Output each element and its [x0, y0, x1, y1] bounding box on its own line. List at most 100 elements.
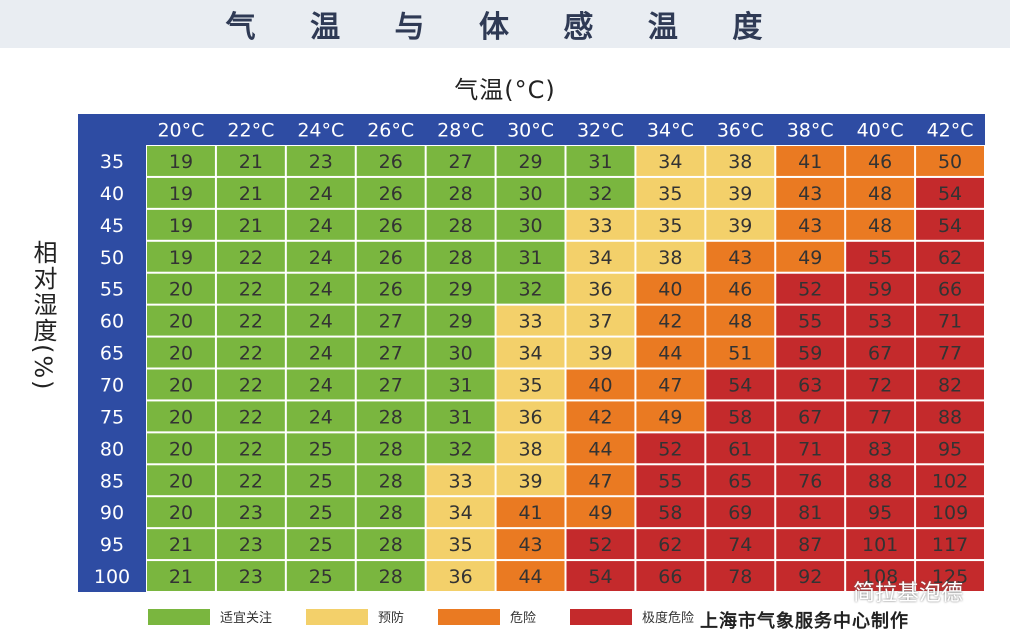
heat-cell: [846, 465, 915, 496]
heat-cell: [426, 337, 495, 368]
heat-cell: [916, 369, 984, 400]
cell-value: 44: [658, 343, 682, 365]
heat-cell: [776, 529, 845, 560]
cell-value: 66: [658, 566, 682, 588]
heat-cell: [426, 369, 495, 400]
cell-value: 34: [449, 502, 473, 524]
cell-value: 20: [169, 470, 193, 492]
heat-cell: [776, 305, 845, 336]
cell-value: 38: [728, 151, 752, 173]
cell-value: 59: [868, 279, 892, 301]
heat-cell: [566, 433, 635, 464]
cell-value: 54: [588, 566, 612, 588]
cell-value: 33: [518, 311, 542, 333]
cell-value: 77: [868, 406, 892, 428]
heat-cell: [776, 273, 845, 304]
cell-value: 62: [658, 534, 682, 556]
heat-cell: [846, 401, 915, 432]
heat-cell: [706, 497, 775, 528]
cell-value: 29: [449, 311, 473, 333]
cell-value: 55: [868, 247, 892, 269]
heat-cell: [706, 241, 775, 272]
cell-value: 77: [938, 343, 962, 365]
cell-value: 55: [798, 311, 822, 333]
x-axis-label: 气温(°C): [454, 76, 556, 104]
row-header: 90: [100, 502, 124, 524]
heat-cell: [706, 465, 775, 496]
heat-cell: [286, 497, 355, 528]
cell-value: 34: [658, 151, 682, 173]
cell-value: 21: [239, 215, 263, 237]
heat-cell: [216, 369, 285, 400]
cell-value: 28: [379, 406, 403, 428]
cell-value: 26: [379, 151, 403, 173]
heat-cell: [216, 241, 285, 272]
legend-swatch: [438, 608, 501, 625]
row-header: 65: [100, 343, 124, 365]
heat-cell: [147, 465, 215, 496]
cell-value: 27: [449, 151, 473, 173]
cell-value: 19: [169, 247, 193, 269]
row-header: 40: [100, 183, 124, 205]
heat-cell: [286, 369, 355, 400]
cell-value: 26: [379, 247, 403, 269]
cell-value: 47: [658, 374, 682, 396]
legend-item-level0: 适宜关注: [148, 607, 272, 626]
heat-cell: [356, 529, 425, 560]
cell-value: 35: [518, 374, 542, 396]
heat-cell: [846, 337, 915, 368]
cell-value: 125: [932, 566, 968, 588]
heat-cell: [426, 433, 495, 464]
heat-cell: [286, 401, 355, 432]
heat-cell: [147, 369, 215, 400]
cell-value: 19: [169, 183, 193, 205]
heat-cell: [286, 305, 355, 336]
legend-item-level3: 极度危险: [570, 607, 694, 626]
legend: 适宜关注 预防 危险 极度危险: [148, 607, 728, 626]
heat-cell: [706, 146, 775, 176]
y-axis-label: 相对湿度(%): [29, 240, 57, 392]
cell-value: 71: [938, 311, 962, 333]
column-header: 30°C: [507, 120, 554, 142]
cell-value: 108: [862, 566, 898, 588]
heat-cell: [566, 305, 635, 336]
cell-value: 48: [728, 311, 752, 333]
heat-cell: [706, 433, 775, 464]
column-header: 36°C: [717, 120, 764, 142]
heat-cell: [776, 241, 845, 272]
cell-value: 39: [518, 470, 542, 492]
heat-cell: [776, 209, 845, 240]
cell-value: 36: [449, 566, 473, 588]
cell-value: 67: [798, 406, 822, 428]
cell-value: 88: [868, 470, 892, 492]
column-header: 26°C: [367, 120, 414, 142]
legend-label: 适宜关注: [220, 611, 273, 626]
heat-cell: [636, 146, 705, 176]
heat-cell: [356, 497, 425, 528]
cell-value: 83: [868, 438, 892, 460]
cell-value: 24: [309, 247, 333, 269]
row-header: 55: [100, 279, 124, 301]
cell-value: 52: [798, 279, 822, 301]
legend-swatch: [570, 608, 633, 625]
legend-label: 危险: [510, 611, 537, 626]
cell-value: 27: [379, 343, 403, 365]
cell-value: 30: [449, 343, 473, 365]
heat-cell: [776, 177, 845, 208]
cell-value: 27: [379, 311, 403, 333]
cell-value: 33: [588, 215, 612, 237]
cell-value: 46: [868, 151, 892, 173]
heat-cell: [566, 177, 635, 208]
cell-value: 67: [868, 343, 892, 365]
header-row-background: [78, 114, 985, 145]
heat-cell: [496, 497, 565, 528]
cell-value: 36: [518, 406, 542, 428]
heat-cell: [496, 305, 565, 336]
heat-cell: [426, 209, 495, 240]
heat-cell: [916, 241, 984, 272]
cell-value: 25: [309, 566, 333, 588]
cell-value: 95: [938, 438, 962, 460]
heat-cell: [356, 209, 425, 240]
heat-cell: [846, 305, 915, 336]
heat-cell: [916, 433, 984, 464]
